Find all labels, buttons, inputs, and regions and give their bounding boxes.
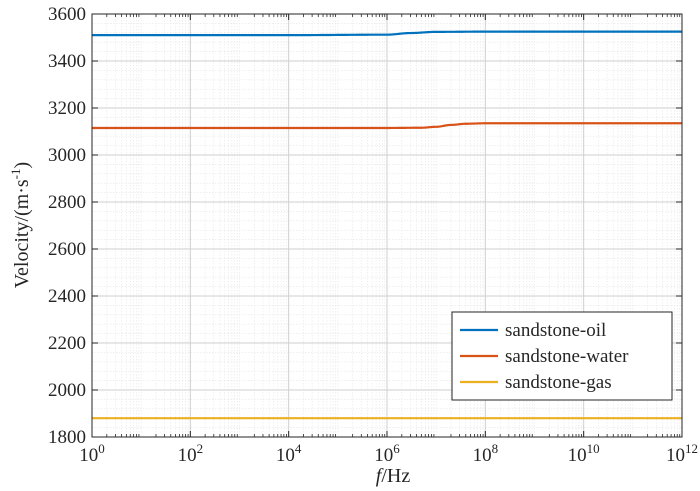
- y-axis-label-main: Velocity/(m·s: [11, 179, 33, 288]
- y-tick-label: 1800: [48, 427, 86, 448]
- x-tick-label-exponent: 4: [295, 441, 302, 456]
- x-tick-label-exponent: 0: [98, 441, 105, 456]
- y-tick-label: 3200: [48, 98, 86, 119]
- minor-grid: [92, 14, 682, 437]
- y-tick-label: 2800: [48, 192, 86, 213]
- y-axis-label: Velocity/(m·s-1): [8, 162, 33, 288]
- x-tick-label: 1010: [568, 441, 600, 466]
- x-tick-label: 108: [473, 441, 499, 466]
- legend-label-oil: sandstone-oil: [505, 320, 606, 341]
- x-axis-label-symbol: f: [376, 465, 384, 487]
- x-tick-label: 104: [276, 441, 302, 466]
- x-tick-label: 100: [79, 441, 105, 466]
- y-tick-label: 3600: [48, 4, 86, 25]
- y-tick-label: 3000: [48, 145, 86, 166]
- y-tick-label: 2600: [48, 239, 86, 260]
- x-tick-label-base: 10: [568, 445, 587, 466]
- y-tick-label: 2000: [48, 380, 86, 401]
- legend: sandstone-oil sandstone-water sandstone-…: [451, 311, 673, 401]
- x-tick-label-base: 10: [473, 445, 492, 466]
- x-tick-label-base: 10: [276, 445, 295, 466]
- x-tick-label-base: 10: [79, 445, 98, 466]
- y-axis-label-close: ): [11, 162, 33, 169]
- x-tick-label-base: 10: [666, 445, 685, 466]
- x-axis-label: f/Hz: [376, 465, 411, 487]
- y-tick-label: 2200: [48, 333, 86, 354]
- x-tick-label-exponent: 10: [587, 441, 600, 456]
- legend-label-water: sandstone-water: [505, 346, 629, 367]
- legend-label-gas: sandstone-gas: [505, 372, 612, 393]
- ticks-layer: [91, 13, 683, 438]
- x-tick-label: 106: [374, 441, 400, 466]
- x-tick-label-exponent: 6: [393, 441, 400, 456]
- x-tick-label-base: 10: [374, 445, 393, 466]
- x-axis-label-unit: /Hz: [381, 465, 410, 487]
- y-tick-label: 3400: [48, 51, 86, 72]
- y-tick-label: 2400: [48, 286, 86, 307]
- x-tick-label-base: 10: [178, 445, 197, 466]
- series-layer: [92, 30, 682, 420]
- y-axis-label-superscript: -1: [8, 168, 23, 179]
- x-tick-labels: 100 102 104 106 108 1010 1012: [79, 441, 698, 466]
- x-tick-label: 1012: [666, 441, 698, 466]
- x-tick-label-exponent: 2: [197, 441, 204, 456]
- x-tick-label-exponent: 12: [685, 441, 698, 456]
- y-tick-labels: 1800 2000 2200 2400 2600 2800 3000 3200 3400 3600: [48, 4, 86, 448]
- x-tick-label: 102: [178, 441, 204, 466]
- series-line-sandstone-water: [92, 122, 682, 130]
- x-tick-label-exponent: 8: [492, 441, 499, 456]
- series-line-sandstone-oil: [92, 30, 682, 37]
